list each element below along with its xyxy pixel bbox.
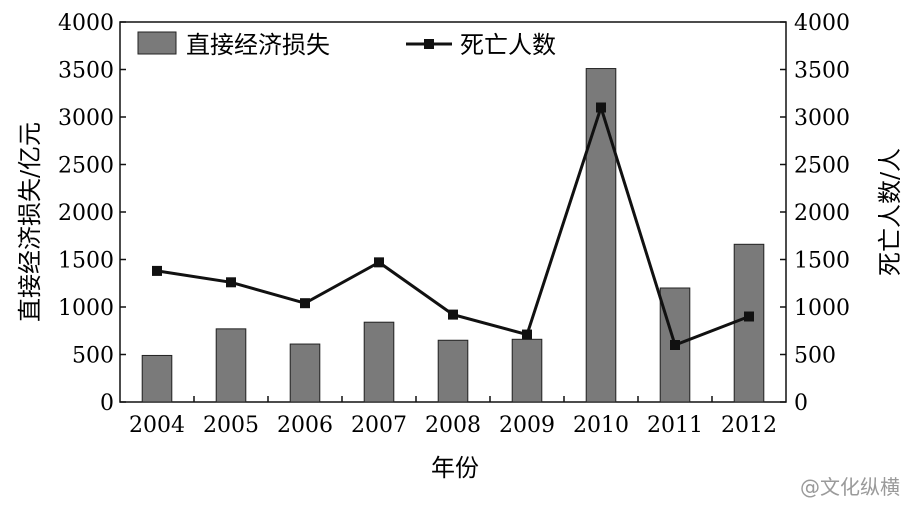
left-tick-label: 0: [100, 391, 114, 416]
bar-2008: [437, 339, 469, 403]
watermark: @文化纵横: [800, 475, 900, 499]
bar-2007: [363, 321, 395, 403]
point-2010: [596, 102, 606, 113]
point-2012: [744, 311, 754, 322]
left-tick-label: 1000: [58, 296, 114, 321]
legend-line-label: 死亡人数: [460, 31, 556, 59]
right-tick-label: 3500: [794, 59, 850, 84]
x-tick-label: 2007: [351, 413, 407, 438]
legend-bar-label: 直接经济损失: [186, 31, 330, 59]
left-tick-label: 4000: [58, 11, 114, 36]
x-tick-label: 2005: [203, 413, 259, 438]
legend: 直接经济损失 死亡人数: [137, 31, 556, 59]
right-tick-label: 2500: [794, 154, 850, 179]
x-tick-label: 2009: [499, 413, 555, 438]
left-axis-ticks: 0 500 1000 1500 2000 2500 3000 3500 4000: [58, 11, 126, 416]
x-tick-label: 2010: [573, 413, 629, 438]
point-2005: [226, 277, 236, 288]
right-tick-label: 4000: [794, 11, 850, 36]
right-tick-label: 2000: [794, 201, 850, 226]
point-2011: [670, 340, 680, 350]
left-tick-label: 500: [72, 344, 114, 369]
x-axis-ticks: 2004 2005 2006 2007 2008 2009 2010 2011 2012: [129, 396, 777, 438]
x-tick-label: 2011: [647, 413, 703, 438]
bar-series: [141, 68, 765, 403]
left-tick-label: 1500: [58, 249, 114, 274]
bar-2010: [585, 68, 617, 403]
bar-2004: [141, 354, 173, 403]
bar-2006: [289, 343, 321, 403]
right-tick-label: 3000: [794, 106, 850, 131]
x-axis-title: 年份: [431, 454, 479, 482]
x-tick-label: 2004: [129, 413, 185, 438]
point-2009: [522, 329, 532, 340]
point-2006: [300, 298, 310, 309]
legend-bar-swatch: [137, 31, 177, 55]
bar-2011: [659, 287, 691, 403]
right-tick-label: 0: [794, 391, 808, 416]
bar-2009: [511, 338, 543, 403]
left-tick-label: 2500: [58, 154, 114, 179]
bar-2012: [733, 243, 765, 403]
left-tick-label: 3500: [58, 59, 114, 84]
right-tick-label: 500: [794, 344, 836, 369]
point-2007: [374, 257, 384, 268]
legend-line-marker: [424, 39, 434, 49]
x-tick-label: 2006: [277, 413, 333, 438]
bar-2005: [215, 328, 247, 403]
left-tick-label: 2000: [58, 201, 114, 226]
y-left-axis-title: 直接经济损失/亿元: [16, 122, 44, 322]
point-2008: [448, 309, 458, 320]
left-tick-label: 3000: [58, 106, 114, 131]
x-tick-label: 2012: [721, 413, 777, 438]
right-tick-label: 1500: [794, 249, 850, 274]
x-tick-label: 2008: [425, 413, 481, 438]
y-right-axis-title: 死亡人数/人: [876, 148, 904, 276]
point-2004: [152, 265, 162, 276]
line-series: [152, 102, 754, 350]
right-axis-ticks: 0 500 1000 1500 2000 2500 3000 3500 4000: [780, 11, 850, 416]
right-tick-label: 1000: [794, 296, 850, 321]
